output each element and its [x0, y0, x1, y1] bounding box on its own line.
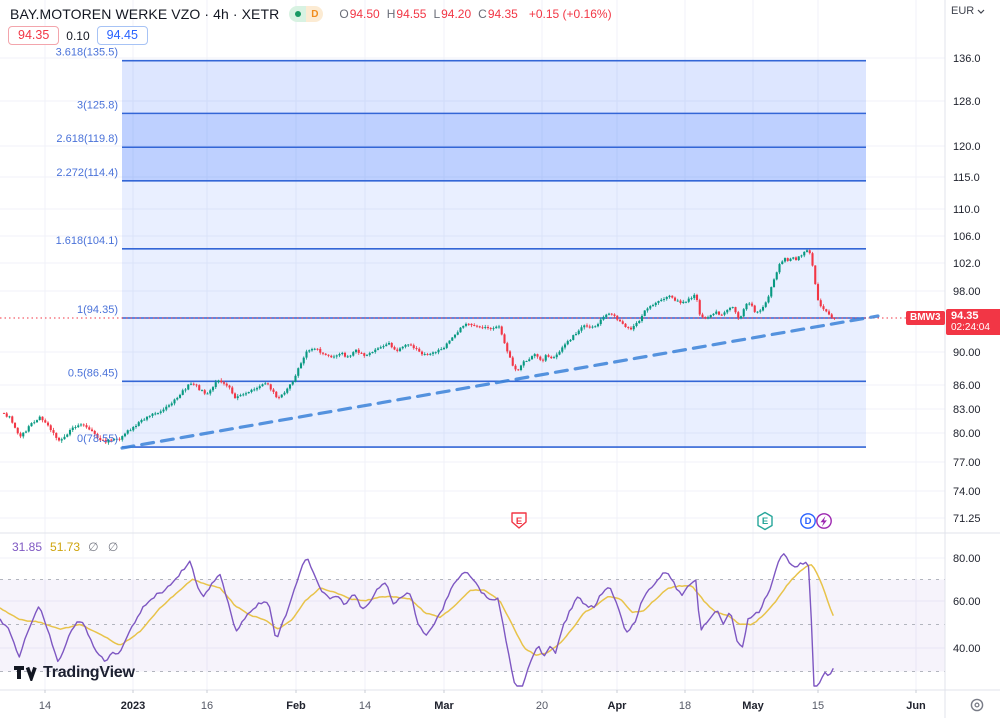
- rsi-null-values: ∅ ∅: [88, 540, 122, 554]
- fib-level-label: 2.272(114.4): [56, 167, 118, 179]
- price-tick-label: 98.00: [953, 286, 981, 298]
- price-tick-label: 106.0: [953, 231, 981, 243]
- time-tick-label: 18: [679, 700, 691, 712]
- fib-level-label: 3.618(135.5): [56, 47, 118, 59]
- ohlc-readout: O94.50 H94.55 L94.20 C94.35 +0.15 (+0.16…: [339, 7, 611, 21]
- bar-countdown: 02:24:04: [951, 322, 990, 333]
- fib-level-label: 1(94.35): [77, 304, 118, 316]
- svg-text:E: E: [516, 516, 522, 527]
- symbol-title[interactable]: BAY.MOTOREN WERKE VZO · 4h · XETR: [10, 6, 280, 22]
- time-tick-label: 20: [536, 700, 548, 712]
- time-axis-settings-button[interactable]: [969, 697, 985, 718]
- low-label: L: [433, 7, 441, 21]
- time-tick-label: 14: [359, 700, 371, 712]
- time-tick-label: 2023: [121, 700, 145, 712]
- svg-text:E: E: [762, 516, 768, 527]
- rsi-band: [0, 579, 945, 672]
- chart-legend-header: BAY.MOTOREN WERKE VZO · 4h · XETR D O94.…: [10, 6, 612, 22]
- main-grid: [0, 0, 945, 690]
- time-tick-label: Feb: [286, 700, 306, 712]
- time-tick-label: Apr: [608, 700, 628, 712]
- close-label: C: [478, 7, 487, 21]
- rsi-ma-line: [0, 564, 834, 656]
- price-tick-label: 71.25: [953, 513, 981, 525]
- symbol-chip: BMW3: [906, 311, 945, 325]
- time-tick-label: May: [742, 700, 764, 712]
- price-tick-label: 136.0: [953, 53, 981, 65]
- chevron-down-icon: [977, 9, 985, 14]
- earnings-teal-marker-icon[interactable]: E: [757, 511, 773, 531]
- price-tick-label: 90.00: [953, 347, 981, 359]
- tradingview-mark-icon: [14, 666, 37, 681]
- market-status-pill[interactable]: D: [289, 6, 324, 22]
- notification-badge: D: [306, 6, 324, 22]
- earnings-red-marker-icon[interactable]: E: [511, 512, 527, 529]
- currency-selector[interactable]: EUR: [951, 5, 985, 17]
- rsi-tick-label: 60.00: [953, 596, 981, 608]
- fib-level-label: 1.618(104.1): [56, 235, 118, 247]
- fib-level-label: 3(125.8): [77, 99, 118, 111]
- rsi-tick-label: 80.00: [953, 553, 981, 565]
- time-axis[interactable]: 14 2023 16 Feb 14 Mar 20 Apr 18 May 15 Jun: [39, 690, 926, 712]
- price-tick-label: 86.00: [953, 380, 981, 392]
- gear-icon: [970, 698, 984, 712]
- time-tick-label: Jun: [906, 700, 926, 712]
- fib-lines: [122, 59, 866, 448]
- price-tick-label: 102.0: [953, 258, 981, 270]
- time-tick-label: 14: [39, 700, 51, 712]
- candles[interactable]: [2, 249, 836, 445]
- rsi-legend[interactable]: 31.85 51.73 ∅ ∅: [12, 540, 121, 554]
- currency-label: EUR: [951, 5, 975, 17]
- price-tick-label: 77.00: [953, 457, 981, 469]
- price-tick-label: 83.00: [953, 404, 981, 416]
- fib-level-label: 2.618(119.8): [56, 133, 118, 145]
- svg-text:D: D: [805, 516, 812, 527]
- bid-ask-row: 94.35 0.10 94.45: [8, 26, 148, 45]
- buy-ask-button[interactable]: 94.45: [96, 26, 148, 45]
- price-tick-label: 110.0: [953, 204, 980, 216]
- rsi-ma-value: 51.73: [50, 540, 81, 554]
- time-tick-label: 16: [201, 700, 213, 712]
- price-tick-label: 115.0: [953, 172, 980, 184]
- last-price-value: 94.35: [951, 310, 979, 322]
- price-tick-label: 80.00: [953, 428, 981, 440]
- sell-bid-button[interactable]: 94.35: [8, 26, 60, 45]
- flash-marker-icon[interactable]: [816, 513, 832, 529]
- trendline: [120, 314, 880, 450]
- tradingview-logo[interactable]: TradingView: [14, 664, 135, 682]
- rsi-tick-label: 40.00: [953, 643, 981, 655]
- rsi-line: [0, 553, 834, 687]
- price-tick-label: 120.0: [953, 141, 981, 153]
- fib-level-label: 0.5(86.45): [68, 367, 118, 379]
- high-label: H: [386, 7, 396, 21]
- close-value: 94.35: [487, 7, 518, 21]
- dividend-marker-icon[interactable]: D: [800, 513, 816, 529]
- fib-bands: [122, 60, 866, 448]
- low-value: 94.20: [441, 7, 472, 21]
- tradingview-logo-text: TradingView: [43, 664, 135, 681]
- open-value: 94.50: [349, 7, 380, 21]
- open-label: O: [339, 7, 349, 21]
- last-price-tag: 94.35 02:24:04: [946, 309, 1000, 335]
- market-open-dot-icon: [294, 11, 301, 17]
- price-tick-label: 128.0: [953, 96, 981, 108]
- fib-level-label: 0(78.55): [77, 433, 118, 445]
- rsi-value: 31.85: [12, 540, 43, 554]
- time-tick-label: 15: [812, 700, 824, 712]
- spread-value: 0.10: [66, 28, 90, 43]
- time-tick-label: Mar: [434, 700, 454, 712]
- price-axis[interactable]: 136.0 128.0 120.0 115.0 110.0 106.0 102.0 98.00…: [953, 53, 981, 655]
- price-tick-label: 74.00: [953, 486, 981, 498]
- fib-labels: 3.618(135.5) 3(125.8) 2.618(119.8) 2.272(11…: [56, 47, 118, 445]
- high-value: 94.55: [396, 7, 427, 21]
- change-value: +0.15 (+0.16%): [528, 7, 612, 21]
